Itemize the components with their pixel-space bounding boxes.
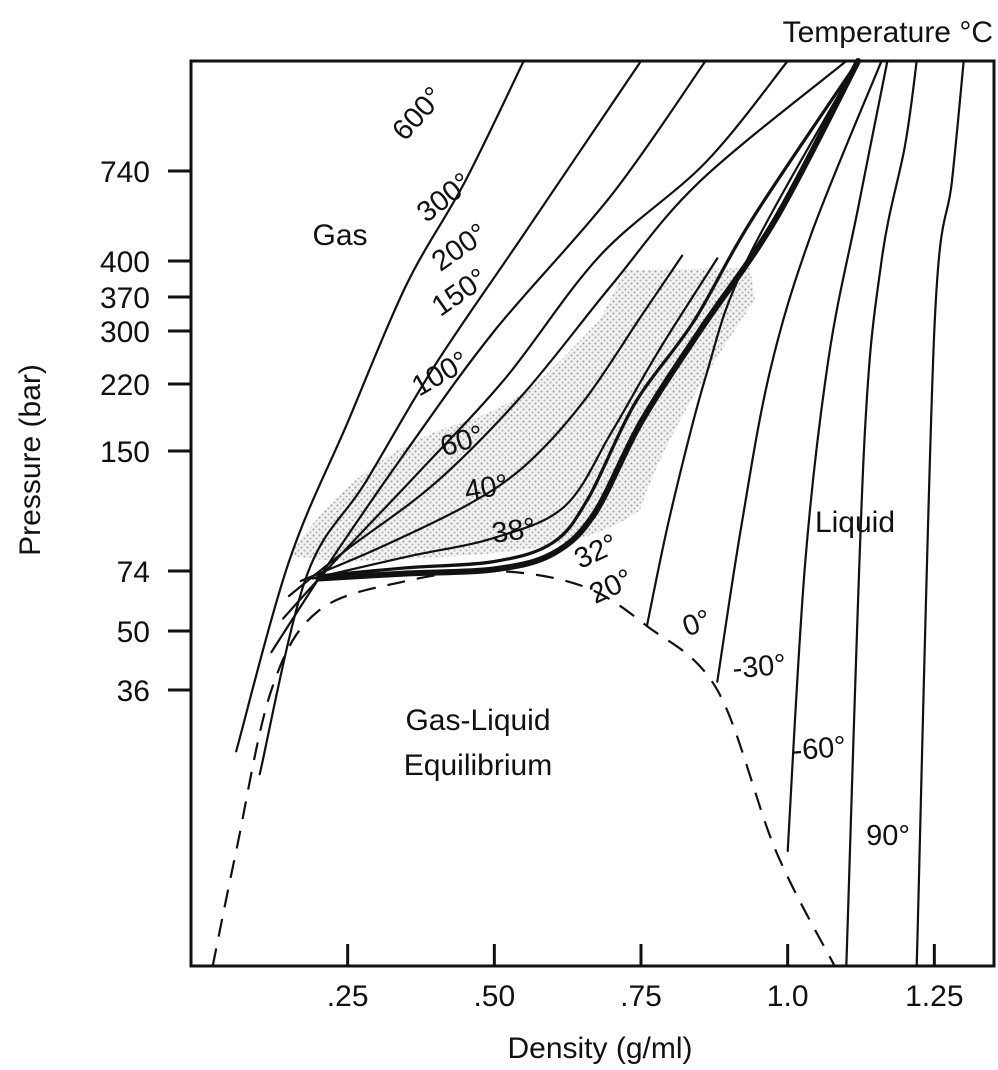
y-tick-label: 220: [100, 369, 150, 402]
isotherm-label: -60°: [791, 731, 847, 768]
isotherm-label: 38°: [490, 512, 538, 550]
isotherm-label: 150°: [426, 262, 493, 323]
x-tick-label: .75: [620, 980, 662, 1013]
region-label-equilibrium-line1: Gas-Liquid: [405, 704, 550, 737]
isotherm-line: [786, 59, 889, 853]
isotherm-line: [316, 59, 860, 578]
isotherm-label: 200°: [426, 217, 493, 278]
isotherm-line: [915, 59, 965, 968]
y-tick-label: 74: [117, 556, 150, 589]
coexistence-curve: [211, 569, 836, 967]
isotherm-label: 600°: [386, 81, 450, 147]
isotherm-line: [287, 59, 848, 598]
isotherm-label: 40°: [462, 469, 511, 508]
y-tick-label: 150: [100, 436, 150, 469]
region-label-gas: Gas: [312, 219, 367, 252]
y-axis-title: Pressure (bar): [14, 364, 47, 556]
isotherm-line: [235, 59, 525, 753]
isotherm-line: [716, 59, 883, 683]
isotherm-label: 100°: [407, 345, 475, 403]
isotherm-label: 0°: [678, 604, 715, 644]
y-tick-label: 50: [117, 616, 150, 649]
x-tick-label: 1.0: [767, 980, 809, 1013]
isotherm-line: [845, 59, 918, 968]
isotherm-line: [315, 58, 862, 582]
plot-frame: [189, 59, 996, 968]
isotherm-label: -30°: [731, 649, 787, 686]
y-tick-label: 36: [117, 675, 150, 708]
y-tick-label: 370: [100, 282, 150, 315]
coexistence-layer: [211, 569, 836, 967]
x-axis-title: Density (g/ml): [507, 1032, 692, 1065]
chart-title: Temperature °C: [783, 16, 993, 49]
y-tick-label: 300: [100, 316, 150, 349]
x-tick-label: .50: [473, 980, 515, 1013]
region-label-liquid: Liquid: [815, 506, 895, 539]
region-label-equilibrium-line2: Equilibrium: [404, 749, 552, 782]
x-tick-label: 1.25: [905, 980, 963, 1013]
x-tick-label: .25: [327, 980, 369, 1013]
y-tick-label: 400: [100, 246, 150, 279]
isotherm-line: [311, 257, 719, 580]
isotherm-line: [645, 59, 860, 628]
isotherm-line: [299, 254, 684, 583]
shaded-region: [290, 268, 755, 561]
isotherm-layer: [235, 58, 965, 968]
isotherm-label: 90°: [866, 820, 910, 852]
y-tick-label: 740: [100, 156, 150, 189]
